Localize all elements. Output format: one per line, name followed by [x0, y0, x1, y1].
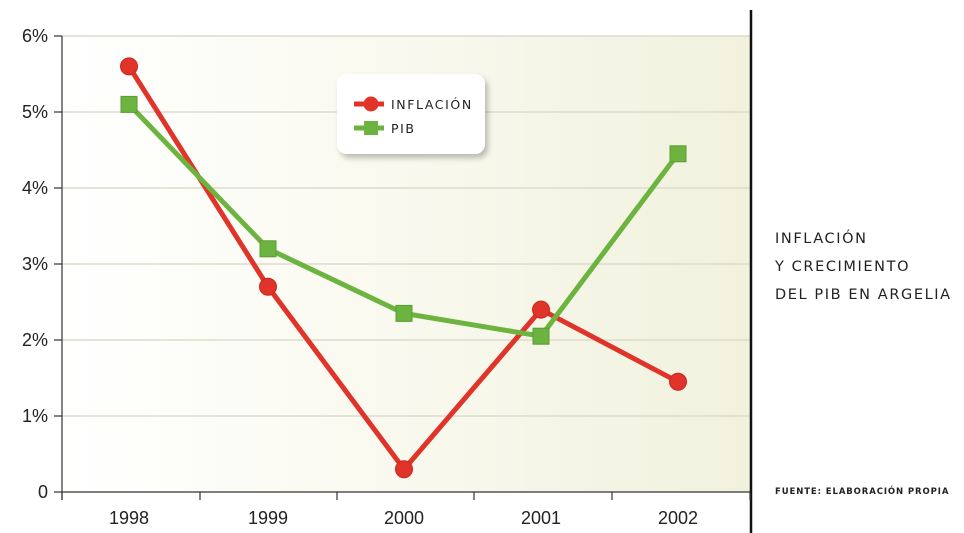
axes: 0 1% 2% 3% 4% 5% 6% 1998 1999 2000 2001 2002	[22, 10, 753, 533]
legend	[337, 74, 485, 154]
data-point	[532, 300, 550, 319]
data-point	[395, 460, 413, 479]
chart-title-line-1: INFLACIÓN	[775, 231, 868, 247]
data-point	[120, 57, 138, 76]
data-point	[259, 240, 277, 258]
data-point	[120, 95, 138, 113]
legend-label: INFLACIÓN	[391, 97, 473, 112]
legend-marker	[364, 121, 378, 135]
data-point	[259, 277, 277, 296]
y-tick-label: 1%	[22, 406, 48, 426]
legend-items: INFLACIÓN PIB	[354, 96, 473, 136]
series-layer	[120, 57, 687, 479]
chart-title-line-2: Y CRECIMIENTO	[775, 259, 911, 275]
source-note: FUENTE: ELABORACIÓN PROPIA	[775, 487, 950, 497]
legend-marker	[363, 96, 379, 112]
y-tick-label: 4%	[22, 178, 48, 198]
y-tick-label: 6%	[22, 26, 48, 46]
y-tick-label: 0	[38, 482, 48, 502]
y-tick-label: 3%	[22, 254, 48, 274]
data-point	[669, 372, 687, 391]
data-point	[395, 304, 413, 322]
data-point	[532, 327, 550, 345]
chart-title: INFLACIÓN Y CRECIMIENTO DEL PIB EN ARGEL…	[775, 225, 960, 309]
x-tick-label: 2001	[521, 508, 561, 528]
y-tick-label: 2%	[22, 330, 48, 350]
x-tick-label: 2000	[384, 508, 424, 528]
y-tick-label: 5%	[22, 102, 48, 122]
data-point	[669, 145, 687, 163]
chart-title-line-3: DEL PIB EN ARGELIA	[775, 287, 952, 303]
grid	[62, 35, 750, 417]
legend-label: PIB	[391, 121, 416, 136]
x-tick-label: 1998	[109, 508, 149, 528]
x-tick-label: 1999	[248, 508, 288, 528]
x-tick-label: 2002	[658, 508, 698, 528]
legend-box	[337, 74, 485, 154]
